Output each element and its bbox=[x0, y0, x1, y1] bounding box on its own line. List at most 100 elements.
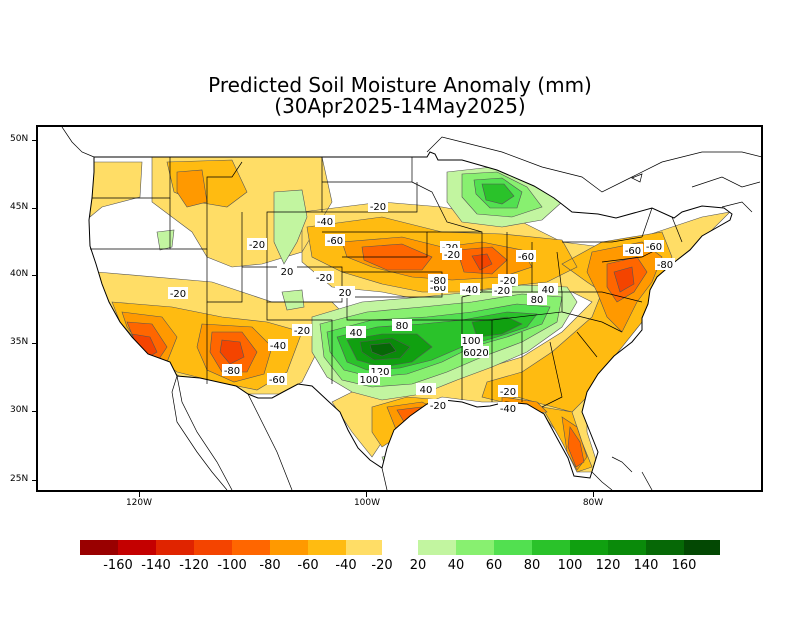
legend-label: 160 bbox=[671, 558, 697, 573]
svg-text:-20: -20 bbox=[294, 326, 310, 337]
legend-label: -100 bbox=[217, 558, 247, 573]
axis-tick bbox=[32, 480, 37, 481]
legend-label: -160 bbox=[103, 558, 133, 573]
contour-label: -20 bbox=[498, 274, 518, 287]
soil-moisture-map: -20 -20 -40 -60 -20 20 -20 20 -20 -60 -2… bbox=[61, 127, 761, 490]
map-frame: -20 -20 -40 -60 -20 20 -20 20 -20 -60 -2… bbox=[36, 125, 763, 492]
contour-label: -80 bbox=[655, 258, 675, 271]
svg-text:-60: -60 bbox=[646, 242, 662, 253]
contour-label: -20 bbox=[368, 200, 388, 213]
legend-swatch-dry bbox=[270, 540, 308, 555]
legend-label: -140 bbox=[141, 558, 171, 573]
axis-tick bbox=[139, 492, 140, 497]
map-title-line2: (30Apr2025-14May2025) bbox=[274, 94, 526, 118]
lat-label: 40N bbox=[10, 269, 29, 279]
lat-label: 45N bbox=[10, 202, 29, 212]
svg-text:-20: -20 bbox=[249, 240, 265, 251]
legend-swatch-wet bbox=[532, 540, 570, 555]
legend-label: 100 bbox=[557, 558, 583, 573]
us-outline bbox=[88, 151, 733, 479]
map-title-line1: Predicted Soil Moisture Anomaly (mm) bbox=[208, 73, 592, 97]
contour-label: -40 bbox=[460, 283, 480, 296]
axis-tick bbox=[32, 343, 37, 344]
svg-text:-80: -80 bbox=[657, 260, 673, 271]
svg-text:-20: -20 bbox=[430, 401, 446, 412]
svg-text:20: 20 bbox=[339, 288, 352, 299]
svg-text:-20: -20 bbox=[170, 289, 186, 300]
lat-label: 50N bbox=[10, 134, 29, 144]
lon-label: 80W bbox=[582, 498, 604, 508]
svg-text:80: 80 bbox=[531, 295, 544, 306]
contour-label: -20 bbox=[492, 284, 512, 297]
contour-label: -40 bbox=[268, 339, 288, 352]
svg-text:40: 40 bbox=[420, 385, 433, 396]
legend-swatch-dry bbox=[156, 540, 194, 555]
contour-label: -20 bbox=[247, 238, 267, 251]
legend-label: 20 bbox=[409, 558, 427, 573]
lon-label: 120W bbox=[125, 498, 153, 508]
legend-swatch-wet bbox=[456, 540, 494, 555]
color-legend: -160 -140 -120 -100 -80 -60 -40 -20 20 4… bbox=[80, 540, 720, 580]
svg-text:100: 100 bbox=[461, 336, 480, 347]
svg-text:-20: -20 bbox=[494, 286, 510, 297]
legend-swatch-dry bbox=[232, 540, 270, 555]
svg-text:40: 40 bbox=[542, 285, 555, 296]
axis-tick bbox=[32, 411, 37, 412]
contour-label: -40 bbox=[315, 215, 335, 228]
contour-label: 40 bbox=[416, 383, 436, 396]
svg-text:-40: -40 bbox=[462, 285, 478, 296]
svg-text:-60: -60 bbox=[625, 246, 641, 257]
axis-tick bbox=[593, 492, 594, 497]
svg-text:-60: -60 bbox=[327, 236, 343, 247]
legend-label: -40 bbox=[335, 558, 357, 573]
svg-text:40: 40 bbox=[350, 328, 363, 339]
lat-label: 25N bbox=[10, 474, 29, 484]
legend-swatch-wet bbox=[570, 540, 608, 555]
contour-label: -60 bbox=[623, 244, 643, 257]
legend-swatch-wet bbox=[684, 540, 720, 555]
svg-text:80: 80 bbox=[396, 321, 409, 332]
lat-label: 35N bbox=[10, 337, 29, 347]
contour-label: -40 bbox=[498, 402, 518, 415]
svg-text:-20: -20 bbox=[500, 276, 516, 287]
legend-swatch-dry bbox=[194, 540, 232, 555]
svg-text:-60: -60 bbox=[269, 375, 285, 386]
legend-swatch-wet bbox=[646, 540, 684, 555]
contour-label: -20 bbox=[442, 248, 462, 261]
legend-label: 140 bbox=[633, 558, 659, 573]
svg-text:120: 120 bbox=[370, 367, 389, 378]
contour-label: -80 bbox=[428, 274, 448, 287]
legend-label: -60 bbox=[297, 558, 319, 573]
legend-swatch-wet bbox=[418, 540, 456, 555]
contour-label: -20 bbox=[168, 287, 188, 300]
legend-label: 80 bbox=[523, 558, 541, 573]
svg-text:-80: -80 bbox=[430, 276, 446, 287]
legend-label: -20 bbox=[371, 558, 393, 573]
svg-text:20: 20 bbox=[281, 267, 294, 278]
lon-label: 100W bbox=[353, 498, 381, 508]
svg-text:100: 100 bbox=[359, 375, 378, 386]
svg-text:-20: -20 bbox=[500, 387, 516, 398]
svg-text:6020: 6020 bbox=[463, 348, 488, 359]
contour-label: -60 bbox=[325, 234, 345, 247]
contour-label: 40 bbox=[346, 326, 366, 339]
contour-label: 100 bbox=[461, 334, 483, 347]
svg-text:-40: -40 bbox=[317, 217, 333, 228]
contour-label: -20 bbox=[428, 399, 448, 412]
legend-label: 120 bbox=[595, 558, 621, 573]
contour-label: 80 bbox=[392, 319, 412, 332]
axis-tick bbox=[32, 208, 37, 209]
svg-text:-20: -20 bbox=[444, 250, 460, 261]
legend-swatch-dry bbox=[118, 540, 156, 555]
contour-label: 20 bbox=[277, 265, 297, 278]
svg-text:-40: -40 bbox=[270, 341, 286, 352]
contour-label: -60 bbox=[644, 240, 664, 253]
contour-label: -20 bbox=[314, 271, 334, 284]
legend-label: 60 bbox=[485, 558, 503, 573]
svg-text:-60: -60 bbox=[518, 252, 534, 263]
svg-text:-60: -60 bbox=[430, 283, 446, 294]
svg-text:-80: -80 bbox=[224, 366, 240, 377]
neighbor-coastlines bbox=[61, 127, 761, 490]
legend-label: -120 bbox=[179, 558, 209, 573]
contour-label: 20 bbox=[335, 286, 355, 299]
